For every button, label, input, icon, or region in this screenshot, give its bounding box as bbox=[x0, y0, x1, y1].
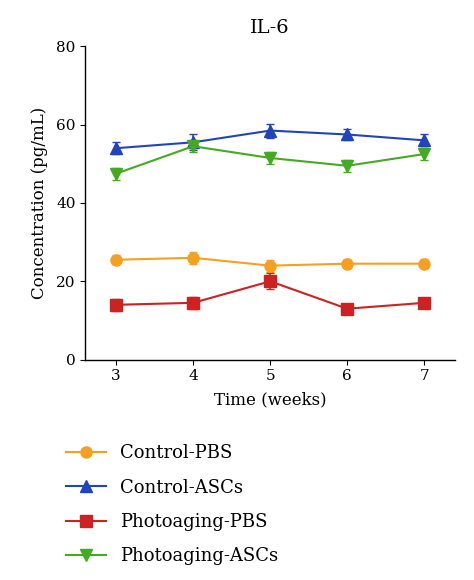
Y-axis label: Concentration (pg/mL): Concentration (pg/mL) bbox=[31, 107, 48, 299]
Legend: Control-PBS, Control-ASCs, Photoaging-PBS, Photoaging-ASCs: Control-PBS, Control-ASCs, Photoaging-PB… bbox=[66, 444, 278, 565]
Title: IL-6: IL-6 bbox=[250, 19, 290, 37]
X-axis label: Time (weeks): Time (weeks) bbox=[214, 392, 327, 409]
